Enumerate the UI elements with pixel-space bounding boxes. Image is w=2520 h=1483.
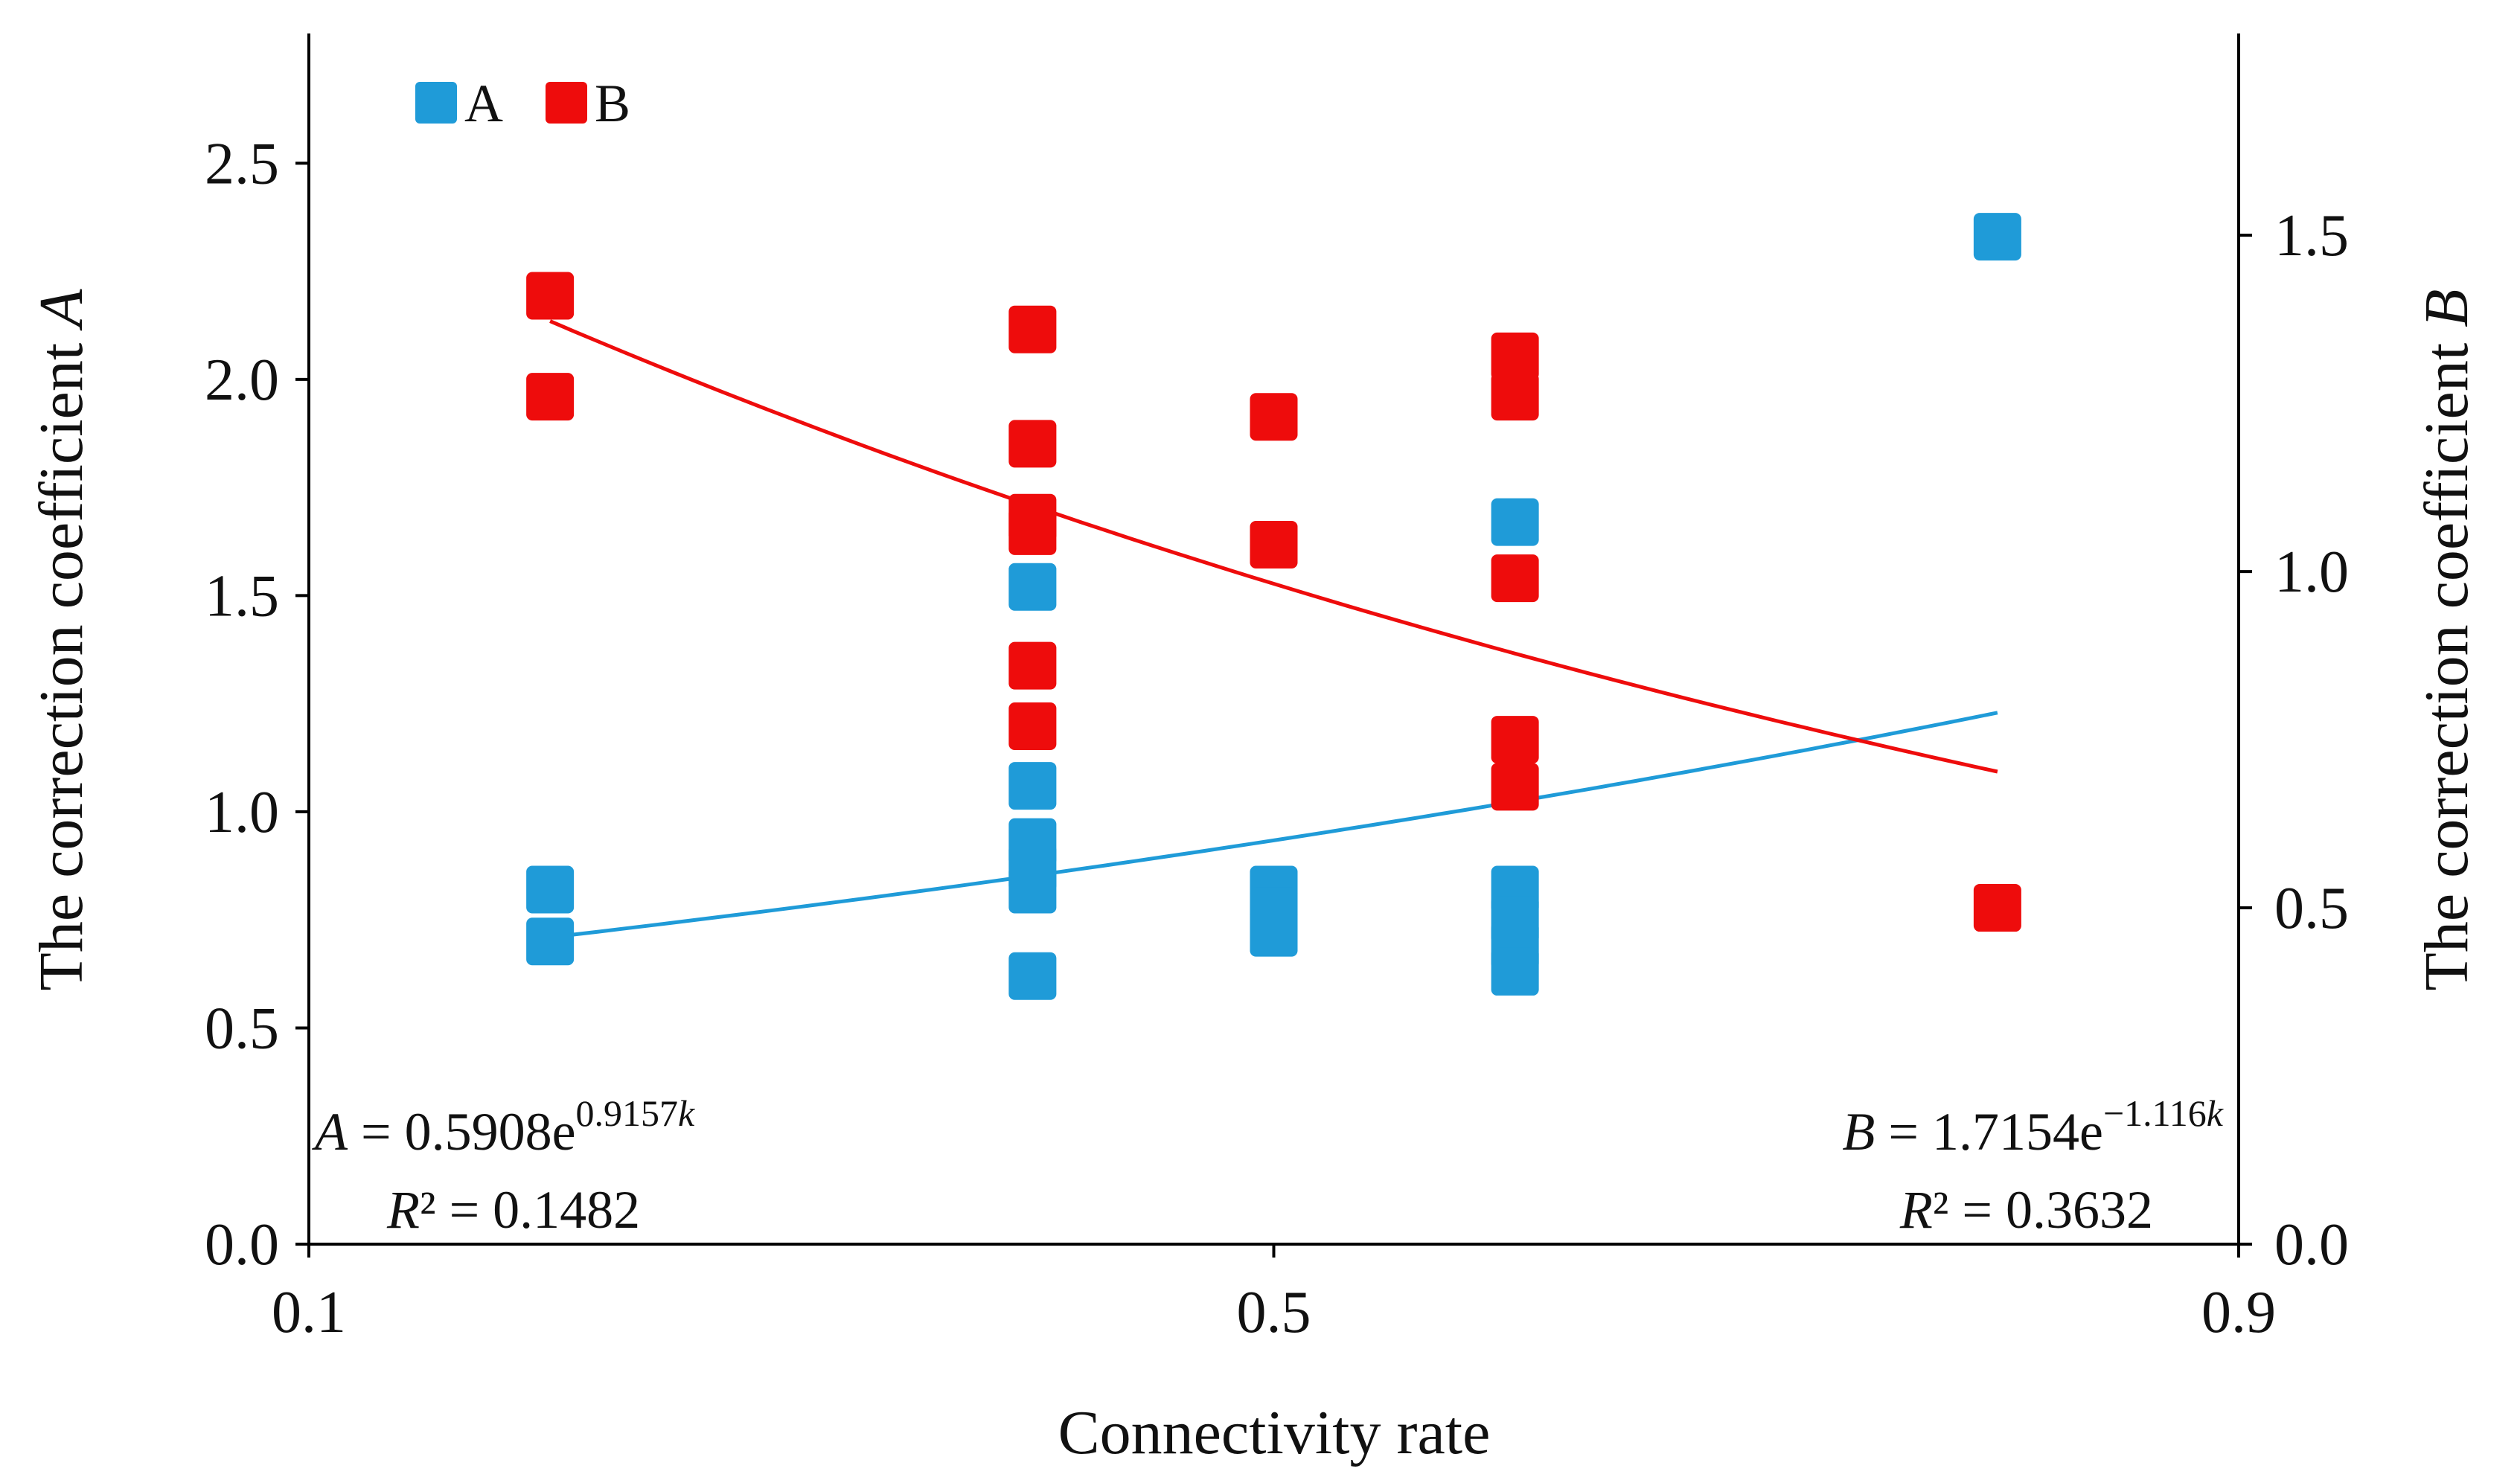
point-b-13 xyxy=(1491,716,1539,764)
point-a-10 xyxy=(1250,909,1298,957)
point-b-7 xyxy=(1008,702,1057,751)
point-b-0 xyxy=(526,272,575,320)
left-y-tick-label-0: 0.0 xyxy=(205,1212,279,1278)
point-b-9 xyxy=(1250,520,1298,568)
point-a-16 xyxy=(1973,213,2021,261)
trendlines xyxy=(549,319,1998,940)
data-points xyxy=(526,213,2021,1000)
x-tick-label-1: 0.5 xyxy=(1237,1280,1311,1345)
point-a-1 xyxy=(526,917,575,966)
trendline-b xyxy=(549,319,1998,774)
point-b-14 xyxy=(1491,763,1539,811)
point-b-3 xyxy=(1008,420,1057,468)
point-a-2 xyxy=(1008,563,1057,611)
point-b-8 xyxy=(1250,393,1298,441)
point-a-3 xyxy=(1008,762,1057,810)
left-y-tick-label-1: 0.5 xyxy=(205,996,279,1061)
point-b-6 xyxy=(1008,641,1057,690)
left-y-tick-label-3: 1.5 xyxy=(205,563,279,629)
point-b-2 xyxy=(1008,305,1057,353)
r-squared-b: R² = 0.3632 xyxy=(1899,1180,2153,1240)
x-axis-title: Connectivity rate xyxy=(1058,1398,1491,1467)
legend-swatch-a xyxy=(415,82,457,124)
left-y-tick-label-2: 1.0 xyxy=(205,780,279,845)
legend-swatch-b xyxy=(546,82,587,124)
right-y-tick-label-0: 0.0 xyxy=(2274,1212,2349,1278)
axes xyxy=(307,33,2240,1246)
x-tick-label-2: 0.9 xyxy=(2201,1280,2276,1345)
right-y-tick-label-3: 1.5 xyxy=(2274,203,2349,269)
point-a-7 xyxy=(1008,952,1057,1000)
right-y-tick-label-1: 0.5 xyxy=(2274,876,2349,941)
right-y-tick-label-2: 1.0 xyxy=(2274,539,2349,605)
left-y-axis-title: The correction coefficient A xyxy=(27,289,96,991)
point-a-11 xyxy=(1491,498,1539,546)
point-b-10 xyxy=(1491,332,1539,380)
trendline-a xyxy=(549,711,1998,940)
point-b-5 xyxy=(1008,507,1057,555)
r-squared-a: R² = 0.1482 xyxy=(386,1180,640,1240)
equation-b: B = 1.7154e−1.116k xyxy=(1842,1092,2223,1162)
tick-labels: 0.1 0.5 0.90.00.51.01.52.02.50.00.51.01.5 xyxy=(205,131,2349,1345)
right-y-axis-title: The correction coefficient B xyxy=(2412,289,2481,991)
point-b-12 xyxy=(1491,554,1539,603)
legend: A B xyxy=(415,74,630,133)
legend-label-a: A xyxy=(464,74,503,133)
point-a-6 xyxy=(1008,865,1057,914)
tick-marks xyxy=(295,161,2252,1258)
legend-label-b: B xyxy=(595,74,630,133)
point-b-1 xyxy=(526,373,575,421)
point-a-15 xyxy=(1491,947,1539,996)
left-y-tick-label-5: 2.5 xyxy=(205,131,279,196)
point-a-0 xyxy=(526,865,575,914)
x-tick-label-0: 0.1 xyxy=(272,1280,346,1345)
point-b-11 xyxy=(1491,373,1539,421)
left-y-tick-label-4: 2.0 xyxy=(205,347,279,413)
point-b-15 xyxy=(1973,884,2021,932)
equation-a: A = 0.5908e0.9157k xyxy=(312,1092,695,1162)
